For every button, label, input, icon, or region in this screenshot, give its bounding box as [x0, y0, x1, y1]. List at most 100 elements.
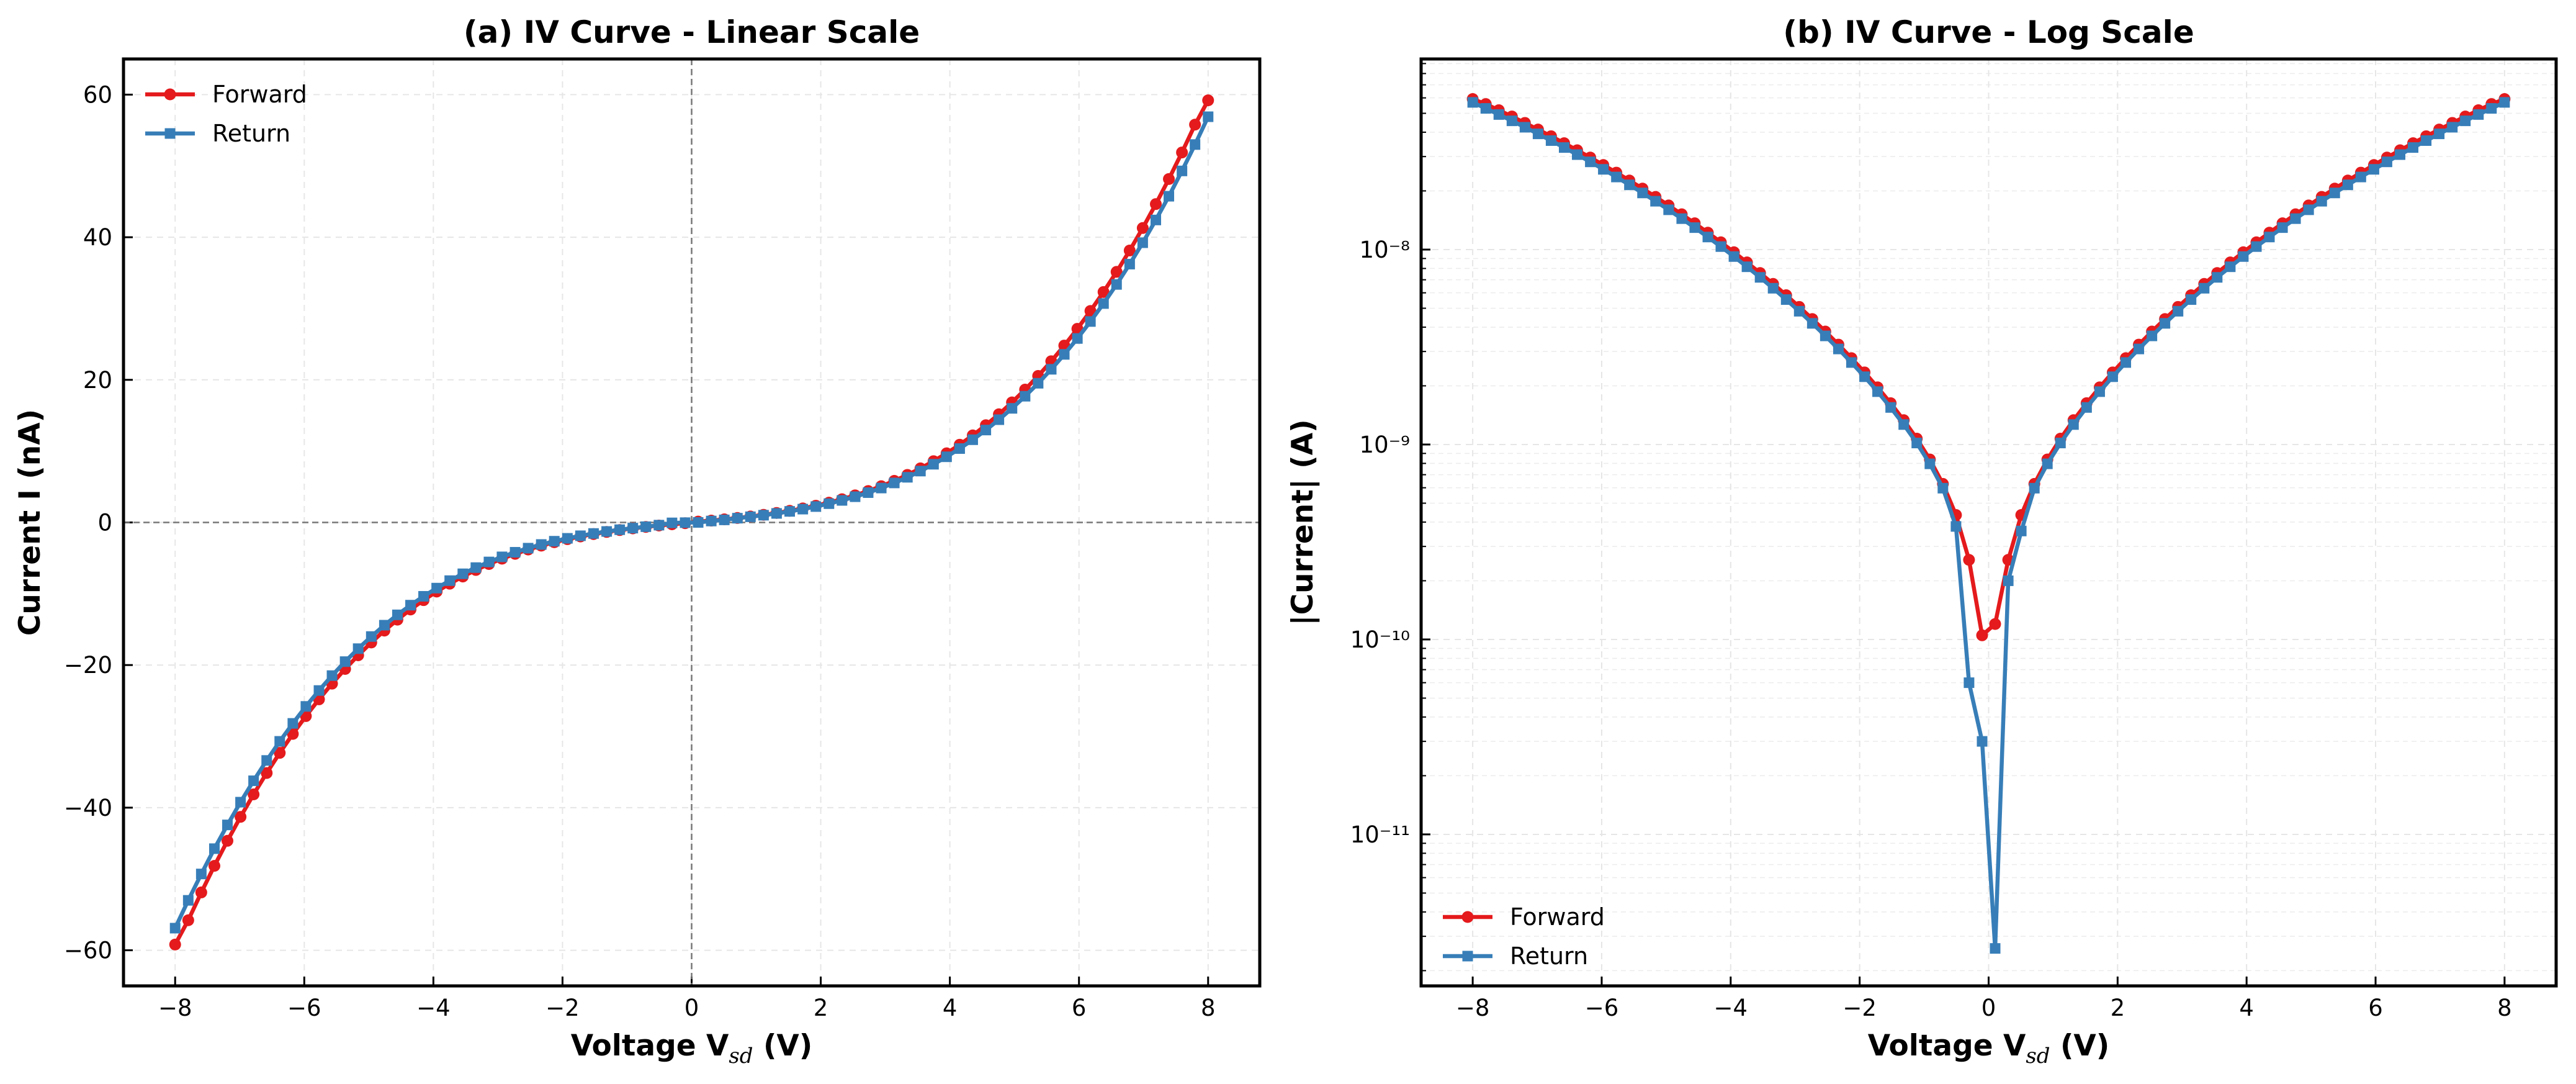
marker	[1846, 357, 1857, 368]
marker	[1111, 279, 1122, 290]
x-tick-label: 4	[943, 995, 958, 1021]
y-tick-label: 10⁻⁸	[1360, 237, 1410, 263]
marker	[588, 528, 599, 539]
marker	[496, 551, 508, 562]
marker	[601, 526, 613, 537]
marker	[876, 482, 887, 494]
marker	[1203, 111, 1214, 122]
marker	[2094, 386, 2105, 397]
marker	[693, 517, 704, 528]
marker	[627, 523, 639, 534]
marker	[653, 520, 665, 531]
marker	[771, 508, 782, 519]
marker	[1190, 139, 1201, 150]
marker	[405, 600, 416, 611]
axes-frame	[1419, 57, 2558, 988]
axes-frame	[122, 57, 1262, 988]
marker	[1163, 173, 1175, 185]
marker	[1611, 171, 1622, 183]
marker	[392, 609, 403, 620]
marker	[1150, 198, 1162, 210]
marker	[235, 797, 246, 808]
marker	[1176, 147, 1188, 159]
x-tick-label: −4	[1714, 995, 1748, 1021]
marker	[1637, 187, 1648, 199]
marker	[2408, 142, 2419, 153]
marker	[2381, 156, 2392, 168]
marker	[366, 631, 377, 642]
y-axis-label: Current I (nA)	[13, 409, 47, 636]
marker	[1189, 119, 1201, 131]
x-tick-label: 6	[2368, 995, 2383, 1021]
marker	[1059, 349, 1070, 360]
marker	[1571, 149, 1582, 160]
marker	[941, 451, 952, 463]
marker	[1977, 736, 1988, 747]
legend-label: Forward	[212, 81, 307, 108]
marker	[1110, 266, 1123, 278]
marker	[209, 843, 220, 854]
marker	[1754, 272, 1766, 283]
marker	[1585, 156, 1596, 168]
marker	[575, 530, 586, 541]
marker	[549, 536, 560, 547]
x-tick-label: 2	[814, 995, 828, 1021]
marker	[1924, 458, 1936, 469]
marker	[483, 556, 495, 567]
marker	[863, 487, 874, 498]
marker	[2264, 232, 2275, 243]
marker	[2421, 135, 2432, 146]
marker	[1820, 330, 1831, 341]
legend-marker	[164, 88, 176, 101]
marker	[562, 533, 573, 544]
x-tick-label: 4	[2239, 995, 2254, 1021]
marker	[470, 562, 482, 573]
marker	[1202, 94, 1214, 107]
marker	[954, 443, 965, 454]
marker	[2316, 196, 2327, 207]
marker	[2134, 343, 2145, 355]
marker	[837, 495, 848, 506]
marker	[2225, 261, 2236, 273]
marker	[666, 517, 678, 528]
marker	[379, 620, 390, 631]
marker	[2186, 294, 2197, 305]
marker	[1098, 298, 1109, 309]
marker	[2238, 251, 2249, 262]
x-tick-label: −6	[287, 995, 321, 1021]
marker	[1164, 191, 1175, 202]
marker	[1702, 232, 1713, 243]
marker	[326, 670, 338, 681]
x-tick-label: 2	[2111, 995, 2125, 1021]
marker	[1085, 316, 1096, 327]
marker	[1493, 109, 1504, 120]
marker	[1020, 391, 1031, 402]
marker	[797, 504, 809, 515]
legend-marker	[1462, 951, 1473, 962]
marker	[536, 539, 547, 550]
marker	[824, 498, 835, 509]
y-tick-label: −40	[64, 795, 112, 821]
marker	[1911, 438, 1923, 449]
marker	[2081, 402, 2092, 413]
x-tick-label: −8	[1456, 995, 1490, 1021]
marker	[352, 643, 364, 654]
marker	[1545, 135, 1556, 146]
marker	[706, 515, 717, 526]
marker	[2277, 222, 2288, 233]
y-tick-label: 20	[83, 367, 112, 394]
marker	[2003, 575, 2014, 586]
marker	[928, 459, 939, 470]
marker	[2342, 179, 2353, 191]
marker	[1950, 521, 1962, 532]
x-tick-label: 6	[1072, 995, 1087, 1021]
y-tick-label: −60	[64, 937, 112, 964]
marker	[2355, 171, 2366, 183]
y-tick-label: −20	[64, 652, 112, 679]
marker	[1558, 142, 1569, 153]
marker	[195, 886, 207, 898]
marker	[1976, 629, 1988, 641]
marker	[1885, 402, 1896, 413]
marker	[1963, 554, 1975, 566]
marker	[274, 747, 286, 759]
